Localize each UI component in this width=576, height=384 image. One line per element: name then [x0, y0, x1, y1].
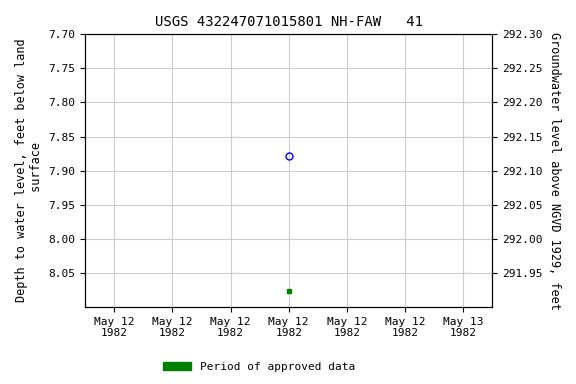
Legend: Period of approved data: Period of approved data [159, 358, 359, 377]
Y-axis label: Groundwater level above NGVD 1929, feet: Groundwater level above NGVD 1929, feet [548, 32, 561, 310]
Y-axis label: Depth to water level, feet below land
 surface: Depth to water level, feet below land su… [15, 39, 43, 303]
Title: USGS 432247071015801 NH-FAW   41: USGS 432247071015801 NH-FAW 41 [155, 15, 423, 29]
